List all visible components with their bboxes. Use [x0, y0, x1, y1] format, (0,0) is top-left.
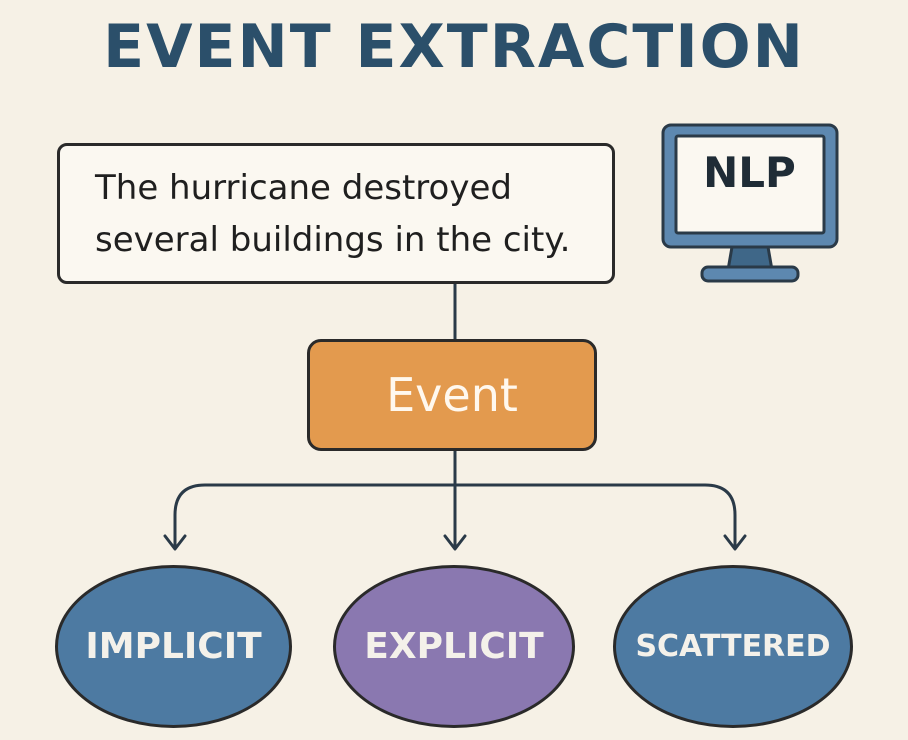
sentence-text: The hurricane destroyed several building… — [95, 162, 655, 266]
explicit-label: EXPLICIT — [364, 626, 544, 667]
sentence-line-2: several buildings in the city. — [95, 220, 571, 260]
explicit-node: EXPLICIT — [333, 565, 575, 728]
arrowhead-implicit — [163, 534, 187, 551]
nlp-label: NLP — [703, 148, 796, 197]
sentence-line-1: The hurricane destroyed — [95, 168, 512, 208]
implicit-label: IMPLICIT — [85, 626, 262, 667]
sentence-box — [57, 143, 615, 284]
scattered-node: SCATTERED — [613, 565, 853, 728]
branch-curve — [173, 483, 737, 548]
arrowhead-explicit — [443, 534, 467, 551]
arrowhead-scattered — [723, 534, 747, 551]
scattered-label: SCATTERED — [635, 629, 831, 664]
event-label: Event — [386, 368, 518, 422]
monitor-icon — [661, 123, 839, 283]
diagram-title: EVENT EXTRACTION — [103, 12, 805, 82]
implicit-node: IMPLICIT — [55, 565, 292, 728]
event-node: Event — [307, 339, 597, 451]
